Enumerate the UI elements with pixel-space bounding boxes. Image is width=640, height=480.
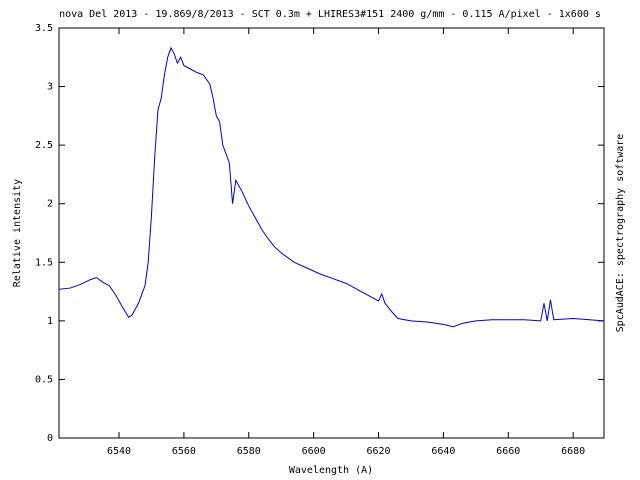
y-tick-label: 2.5 [35, 140, 53, 151]
y-tick-label: 3.5 [35, 23, 53, 34]
x-tick-label: 6640 [431, 446, 455, 457]
y-tick-label: 0.5 [35, 374, 53, 385]
y-axis-label: Relative intensity [12, 179, 23, 287]
x-tick-label: 6580 [237, 446, 261, 457]
spectrum-line [58, 46, 605, 328]
x-tick-label: 6620 [366, 446, 390, 457]
x-tick-label: 6680 [561, 446, 585, 457]
x-tick-label: 6540 [107, 446, 131, 457]
y-tick-label: 0 [47, 433, 53, 444]
x-tick-label: 6560 [172, 446, 196, 457]
x-axis-label: Wavelength (A) [289, 465, 373, 476]
plot-frame [58, 27, 605, 439]
side-label: SpcAudACE: spectrography software [615, 134, 626, 333]
y-tick-label: 1 [47, 316, 53, 327]
x-tick-label: 6600 [302, 446, 326, 457]
y-tick-label: 2 [47, 199, 53, 210]
x-tick-label: 6660 [496, 446, 520, 457]
y-tick-label: 3 [47, 82, 53, 93]
chart-title: nova Del 2013 - 19.869/8/2013 - SCT 0.3m… [59, 9, 601, 20]
y-tick-label: 1.5 [35, 257, 53, 268]
